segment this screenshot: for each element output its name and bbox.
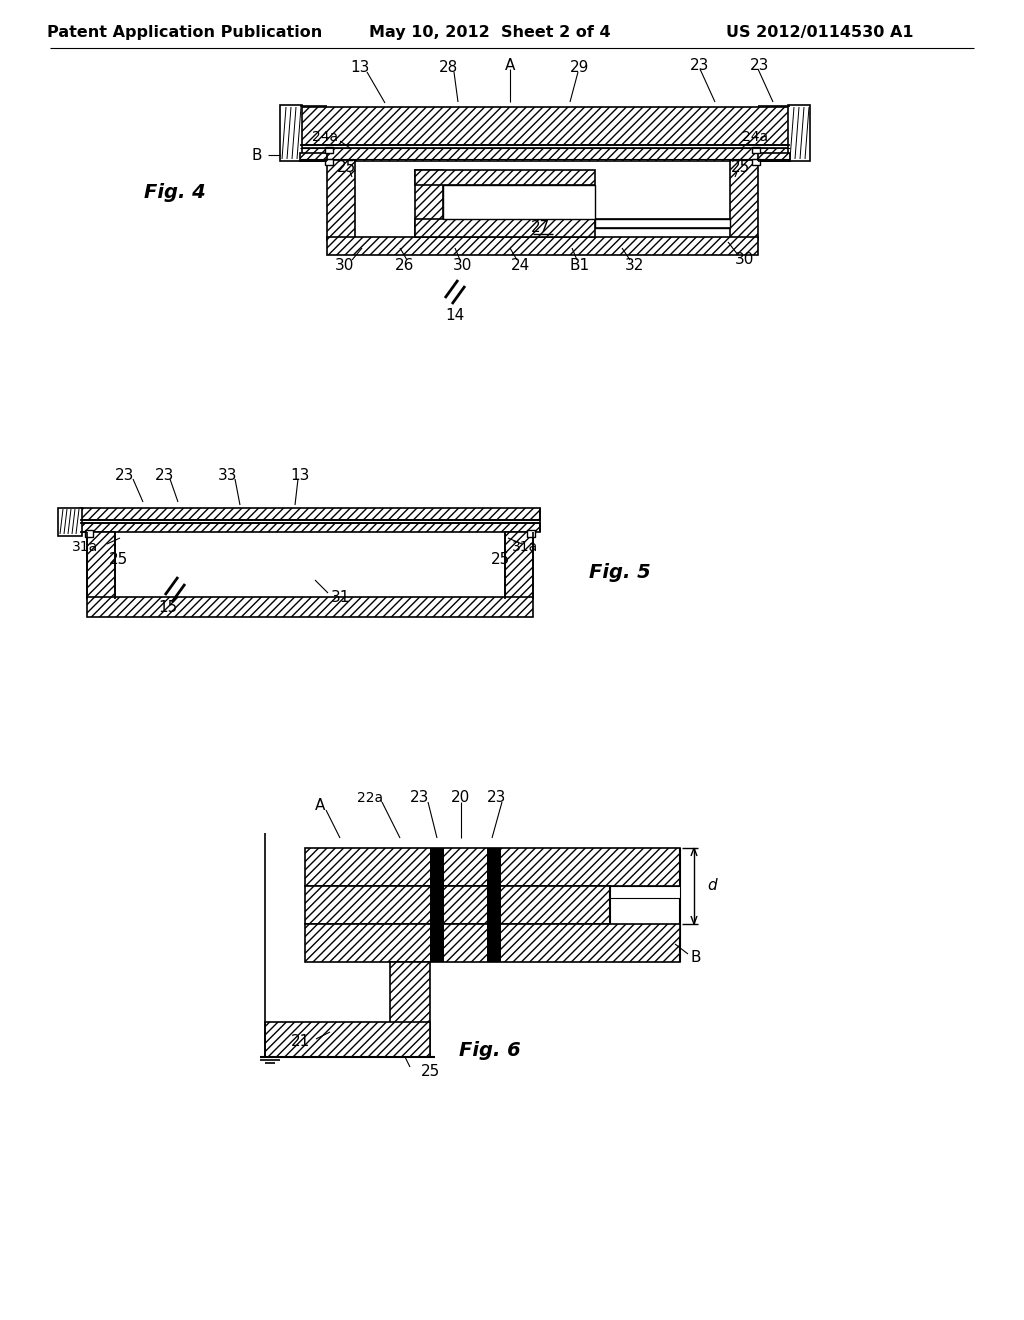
Bar	[415, 219, 595, 238]
Bar	[325, 158, 333, 165]
Text: 29: 29	[570, 61, 590, 75]
Text: Fig. 5: Fig. 5	[589, 562, 651, 582]
Bar	[595, 219, 730, 228]
Text: 23: 23	[690, 58, 710, 73]
Bar	[305, 924, 680, 936]
Bar	[305, 886, 610, 924]
Text: 24: 24	[510, 257, 529, 272]
Text: 30: 30	[335, 257, 354, 272]
Bar	[758, 153, 790, 161]
Text: B: B	[252, 148, 262, 162]
Text: 14: 14	[445, 308, 465, 322]
Text: 23: 23	[411, 791, 430, 805]
Bar	[788, 106, 810, 161]
Text: 24a: 24a	[742, 129, 768, 144]
Text: 20: 20	[451, 791, 470, 805]
Bar	[752, 158, 760, 165]
Text: 26: 26	[395, 257, 415, 272]
Text: 31: 31	[331, 590, 349, 605]
Bar	[305, 847, 680, 886]
Bar	[730, 160, 758, 240]
Bar	[415, 170, 443, 238]
Text: May 10, 2012  Sheet 2 of 4: May 10, 2012 Sheet 2 of 4	[370, 25, 610, 40]
Text: 13: 13	[291, 467, 309, 483]
Text: 23: 23	[156, 467, 175, 483]
Text: 25: 25	[337, 161, 356, 176]
Bar	[325, 147, 333, 153]
Text: 24a: 24a	[312, 129, 338, 144]
Text: 32: 32	[626, 257, 645, 272]
Text: Fig. 6: Fig. 6	[459, 1040, 521, 1060]
Bar	[430, 847, 444, 962]
Text: Fig. 4: Fig. 4	[144, 182, 206, 202]
Text: 33: 33	[218, 467, 238, 483]
Text: A: A	[314, 799, 326, 813]
Bar	[327, 160, 355, 240]
Text: 28: 28	[438, 61, 458, 75]
Text: Patent Application Publication: Patent Application Publication	[47, 25, 323, 40]
Text: 15: 15	[159, 601, 177, 615]
Text: 25: 25	[730, 161, 750, 176]
Bar	[443, 185, 595, 219]
Bar	[487, 847, 501, 962]
Bar	[300, 148, 790, 161]
Text: 25: 25	[421, 1064, 439, 1080]
Text: 31a: 31a	[72, 540, 98, 554]
Text: B: B	[690, 949, 700, 965]
Bar	[505, 532, 534, 599]
Bar	[300, 107, 790, 145]
Bar	[390, 962, 430, 1057]
Text: US 2012/0114530 A1: US 2012/0114530 A1	[726, 25, 913, 40]
Bar	[58, 508, 82, 536]
Bar	[527, 531, 535, 537]
Bar	[415, 170, 595, 185]
Bar	[327, 238, 758, 255]
Text: 30: 30	[454, 257, 473, 272]
Bar	[87, 532, 115, 599]
Bar	[87, 597, 534, 616]
Bar	[80, 523, 540, 532]
Bar	[265, 1022, 430, 1057]
Text: B1: B1	[570, 257, 590, 272]
Bar	[85, 531, 93, 537]
Bar	[280, 106, 302, 161]
Text: 31a: 31a	[512, 540, 539, 554]
Bar	[305, 924, 680, 962]
Text: 23: 23	[116, 467, 135, 483]
Bar	[752, 147, 760, 153]
Text: 13: 13	[350, 61, 370, 75]
Text: 25: 25	[490, 552, 510, 566]
Text: d: d	[708, 879, 717, 894]
Bar	[305, 886, 680, 898]
Text: 23: 23	[751, 58, 770, 73]
Text: 30: 30	[735, 252, 755, 268]
Text: 21: 21	[291, 1035, 310, 1049]
Text: A: A	[505, 58, 515, 73]
Bar	[80, 508, 540, 520]
Text: 27: 27	[530, 220, 550, 235]
Bar	[300, 153, 327, 161]
Text: 23: 23	[487, 791, 507, 805]
Text: 22a: 22a	[357, 791, 383, 805]
Text: 25: 25	[109, 552, 128, 566]
